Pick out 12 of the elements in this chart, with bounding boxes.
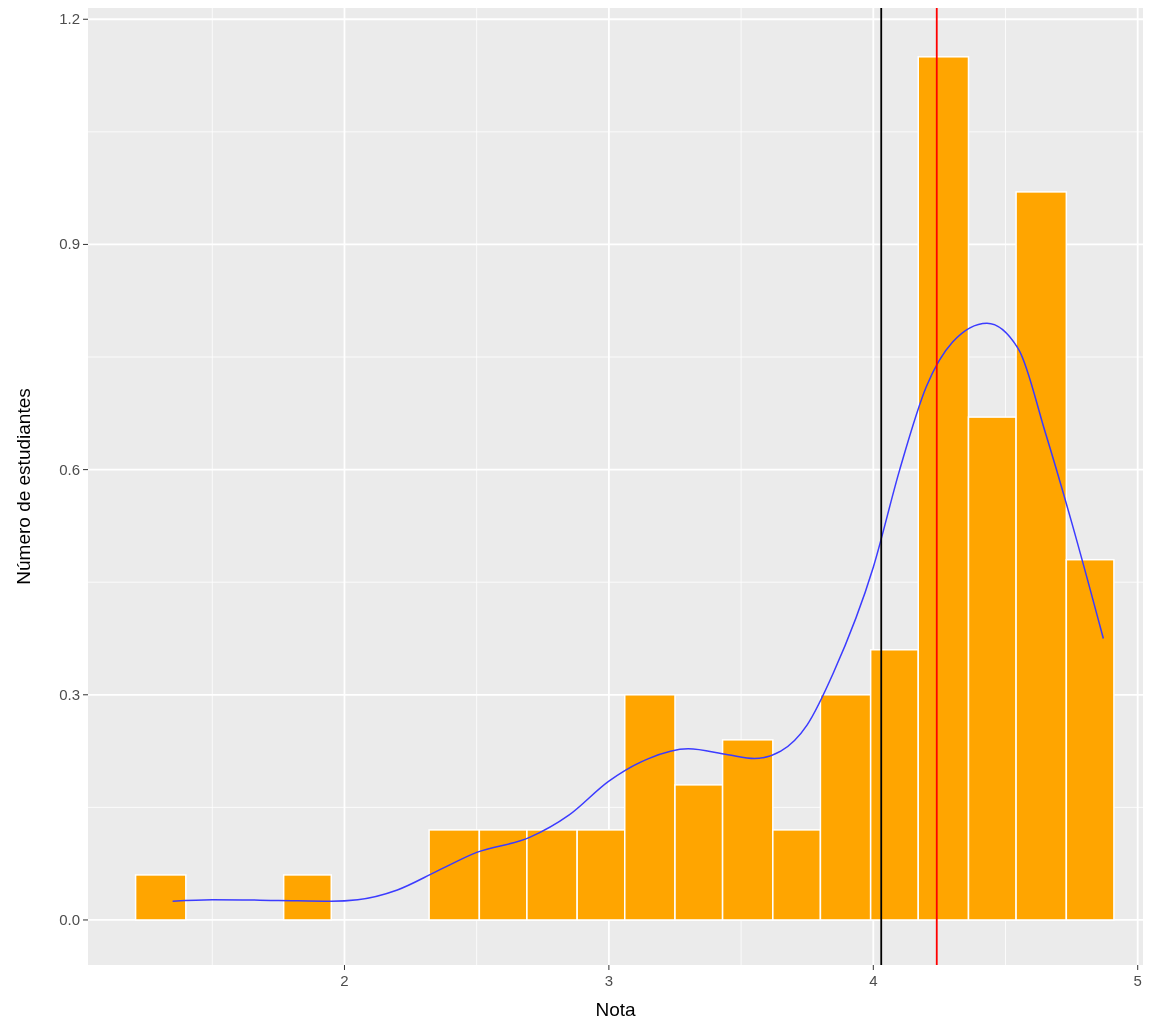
x-tick-label: 5 [1133, 972, 1142, 989]
x-tick-label: 2 [340, 972, 349, 989]
y-tick-label: 0.3 [59, 685, 80, 703]
x-axis-title: Nota [595, 999, 636, 1020]
y-axis-title: Número de estudiantes [13, 388, 34, 585]
x-tick-label: 3 [604, 972, 614, 989]
x-tick-label: 4 [869, 972, 878, 989]
y-tick-label: 0.9 [59, 235, 80, 253]
y-tick-label: 0.0 [59, 910, 80, 928]
y-tick-label: 1.2 [59, 10, 80, 28]
line-series [171, 322, 1105, 902]
y-tick-label: 0.6 [59, 460, 80, 478]
